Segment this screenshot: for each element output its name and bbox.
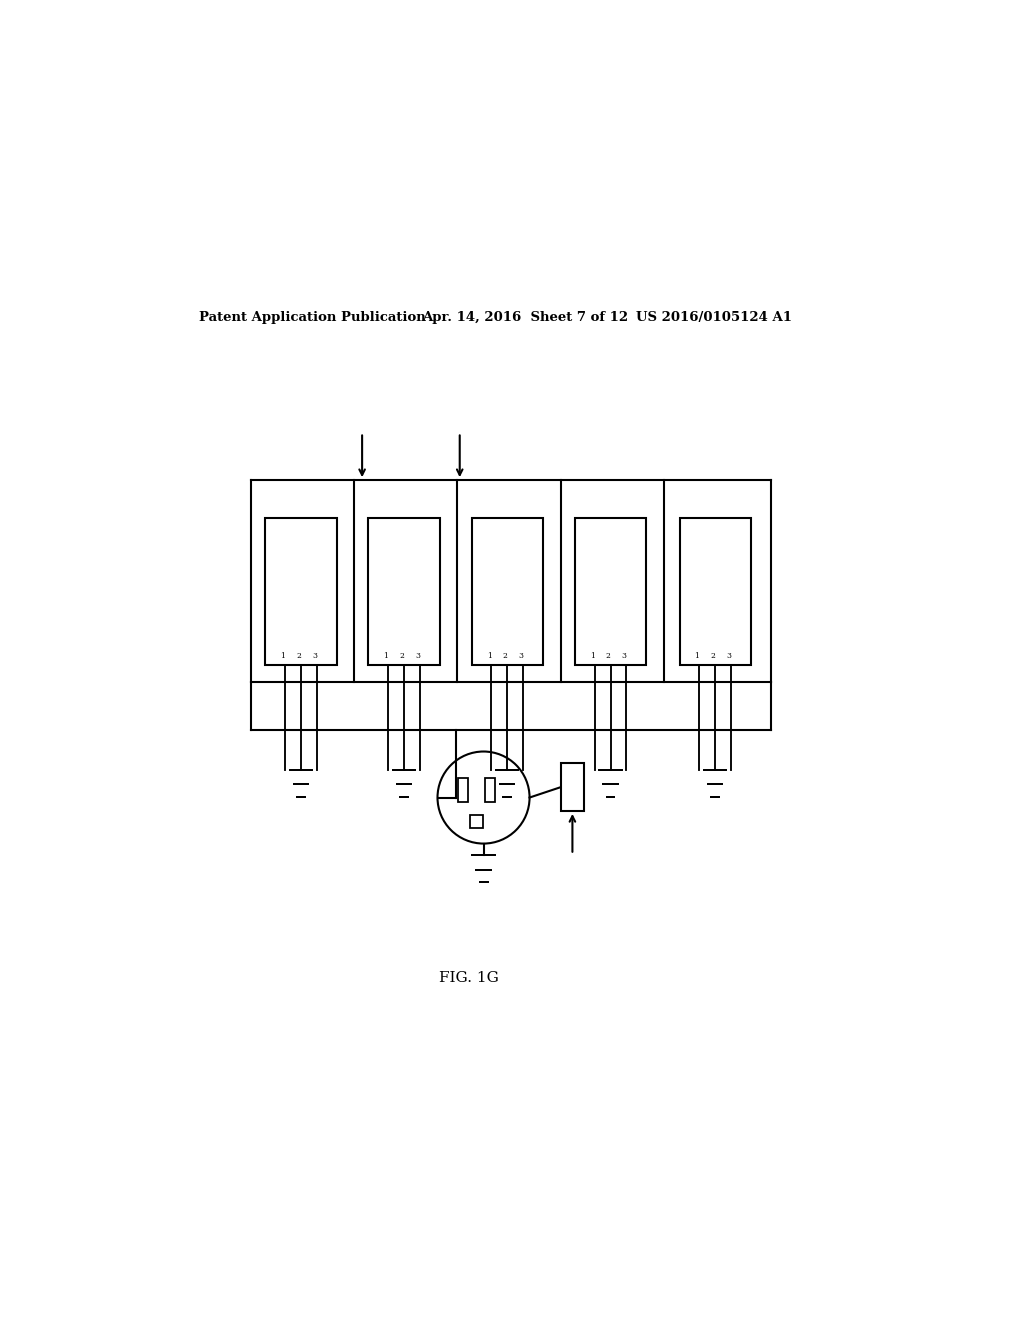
Text: 2: 2 [296,652,301,660]
Bar [265,519,337,665]
Bar [470,814,482,828]
Text: US 2016/0105124 A1: US 2016/0105124 A1 [636,312,792,323]
Text: 2: 2 [605,652,610,660]
Bar [680,519,751,665]
Bar [472,519,543,665]
Text: 1: 1 [383,652,388,660]
Text: 3: 3 [726,652,731,660]
Bar [560,763,585,810]
Text: FIG. 1G: FIG. 1G [439,970,499,985]
Text: 1: 1 [590,652,595,660]
Text: Patent Application Publication: Patent Application Publication [200,312,426,323]
Text: 1: 1 [694,652,699,660]
Bar [484,777,495,801]
Text: 3: 3 [312,652,317,660]
Text: 1: 1 [281,652,286,660]
Bar [458,777,468,801]
Text: 2: 2 [399,652,404,660]
Text: 3: 3 [622,652,627,660]
Text: 2: 2 [503,652,508,660]
Text: 3: 3 [415,652,420,660]
Bar [369,519,440,665]
Bar [574,519,646,665]
Text: 1: 1 [486,652,492,660]
Text: 3: 3 [518,652,523,660]
Text: Apr. 14, 2016  Sheet 7 of 12: Apr. 14, 2016 Sheet 7 of 12 [422,312,628,323]
Text: 2: 2 [711,652,716,660]
